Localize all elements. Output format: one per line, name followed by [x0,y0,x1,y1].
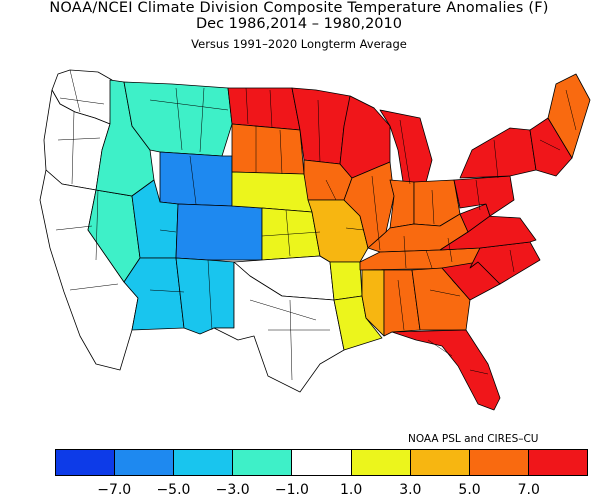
division-boundary [427,339,453,357]
map-title: NOAA/NCEI Climate Division Composite Tem… [49,0,549,16]
color-swatch [351,450,411,475]
region-new-york [459,127,537,179]
region-new-mexico [175,257,235,335]
division-boundary [189,155,197,205]
region-florida [391,329,501,411]
division-boundary [469,369,489,375]
division-boundary [425,249,433,269]
region-new-england [529,117,573,177]
region-indiana [389,179,415,229]
scale-tick-label: 1.0 [339,482,363,498]
division-boundary [57,137,101,141]
region-south-dakota [231,123,305,175]
division-boundary [199,87,205,153]
division-boundary [429,289,461,297]
division-boundary [403,235,407,269]
color-swatch [528,450,587,475]
division-boundary [159,229,177,233]
region-north-dakota [227,87,301,131]
color-swatch [410,450,470,475]
color-swatch [174,450,234,475]
color-swatch [115,450,175,475]
scale-tick-label: −3.0 [215,482,250,498]
region-wyoming [159,151,233,207]
division-boundary [317,99,321,163]
division-boundary [261,231,321,237]
scale-tick-label: 7.0 [517,482,540,498]
division-boundary [175,87,183,151]
region-alabama [383,269,421,337]
region-nebraska [231,171,313,213]
division-boundary [59,97,105,105]
us-climate-division-map [39,69,591,411]
color-swatch [233,450,293,475]
region-maine [547,73,591,159]
color-swatch [56,450,116,475]
division-boundary [565,89,577,131]
scale-tick-label: −5.0 [156,482,191,498]
division-boundary [55,225,93,231]
division-boundary [285,209,291,257]
division-boundary [509,249,515,273]
division-boundary [493,139,499,179]
division-boundary [325,179,337,201]
division-boundary [69,283,119,291]
division-boundary [539,139,561,151]
region-mississippi [361,269,385,337]
division-boundary [399,119,411,185]
scale-tick-label: 5.0 [458,482,481,498]
color-scale-bar [55,449,588,476]
division-boundary [149,289,185,293]
color-swatch [469,450,529,475]
division-boundary [431,189,435,225]
division-boundary [249,299,317,321]
scale-tick-label: −1.0 [274,482,309,498]
region-louisiana [333,295,383,351]
credit-label: NOAA PSL and CIRES–CU [408,433,539,445]
division-boundary [69,69,81,113]
region-colorado [175,203,263,261]
baseline-note: Versus 1991–2020 Longterm Average [191,37,407,51]
map-subtitle: Dec 1986,2014 – 1980,2010 [196,16,402,32]
scale-tick-label: 3.0 [399,482,422,498]
division-boundary [71,111,75,185]
division-boundary [207,259,213,331]
region-arkansas [329,261,363,301]
division-boundary [149,99,229,111]
division-boundary [289,299,293,381]
division-boundary [475,179,481,211]
division-boundary [279,129,283,175]
division-boundary [95,189,99,261]
division-boundary [451,279,471,301]
color-swatch [292,450,352,475]
division-boundary [245,87,249,125]
division-boundary [371,175,381,251]
division-boundary [345,227,365,231]
division-boundary [397,279,405,331]
division-boundary [447,237,453,263]
scale-tick-label: −7.0 [97,482,132,498]
division-boundary [269,89,273,129]
